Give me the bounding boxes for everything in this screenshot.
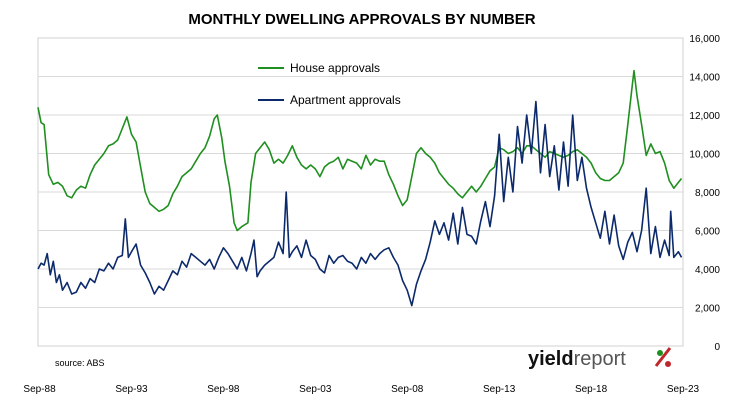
logo-text: yieldreport	[528, 348, 626, 370]
series-line-apartment-approvals	[37, 100, 683, 307]
y-tick-label: 6,000	[695, 227, 720, 238]
y-tick-label: 12,000	[689, 111, 720, 122]
logo-word-report: report	[574, 348, 627, 370]
logo-percent-slash	[654, 347, 672, 367]
x-tick-label: Sep-88	[23, 384, 56, 395]
x-tick-label: Sep-13	[483, 384, 516, 395]
yieldreport-logo: yieldreport	[528, 347, 672, 370]
legend-label-house: House approvals	[290, 61, 380, 75]
x-tick-label: Sep-03	[299, 384, 332, 395]
legend-label-apartment: Apartment approvals	[290, 93, 401, 107]
y-tick-label: 0	[714, 342, 720, 353]
y-tick-label: 10,000	[689, 150, 720, 161]
logo-percent-icon	[654, 347, 672, 367]
legend: House approvals Apartment approvals	[258, 61, 401, 107]
logo-percent-dot-bottom	[665, 361, 671, 367]
source-note: source: ABS	[55, 358, 105, 368]
y-tick-label: 2,000	[695, 304, 720, 315]
series-lines	[37, 69, 683, 307]
y-tick-label: 4,000	[695, 265, 720, 276]
x-axis-tick-labels: Sep-88 Sep-93 Sep-98 Sep-03 Sep-08 Sep-13 Sep-…	[23, 384, 699, 395]
y-axis-tick-labels: 0 2,000 4,000 6,000 8,000 10,000 12,000 14,000 1…	[689, 34, 720, 353]
x-tick-label: Sep-18	[575, 384, 608, 395]
x-tick-label: Sep-98	[207, 384, 240, 395]
x-tick-label: Sep-08	[391, 384, 424, 395]
series-line-house-approvals	[37, 69, 683, 232]
y-tick-label: 14,000	[689, 73, 720, 84]
chart-title: MONTHLY DWELLING APPROVALS BY NUMBER	[188, 11, 535, 28]
logo-word-yield: yield	[528, 348, 574, 370]
y-tick-label: 16,000	[689, 34, 720, 45]
x-tick-label: Sep-23	[667, 384, 700, 395]
x-tick-label: Sep-93	[115, 384, 148, 395]
logo-percent-dot-top	[657, 350, 663, 356]
y-tick-label: 8,000	[695, 188, 720, 199]
